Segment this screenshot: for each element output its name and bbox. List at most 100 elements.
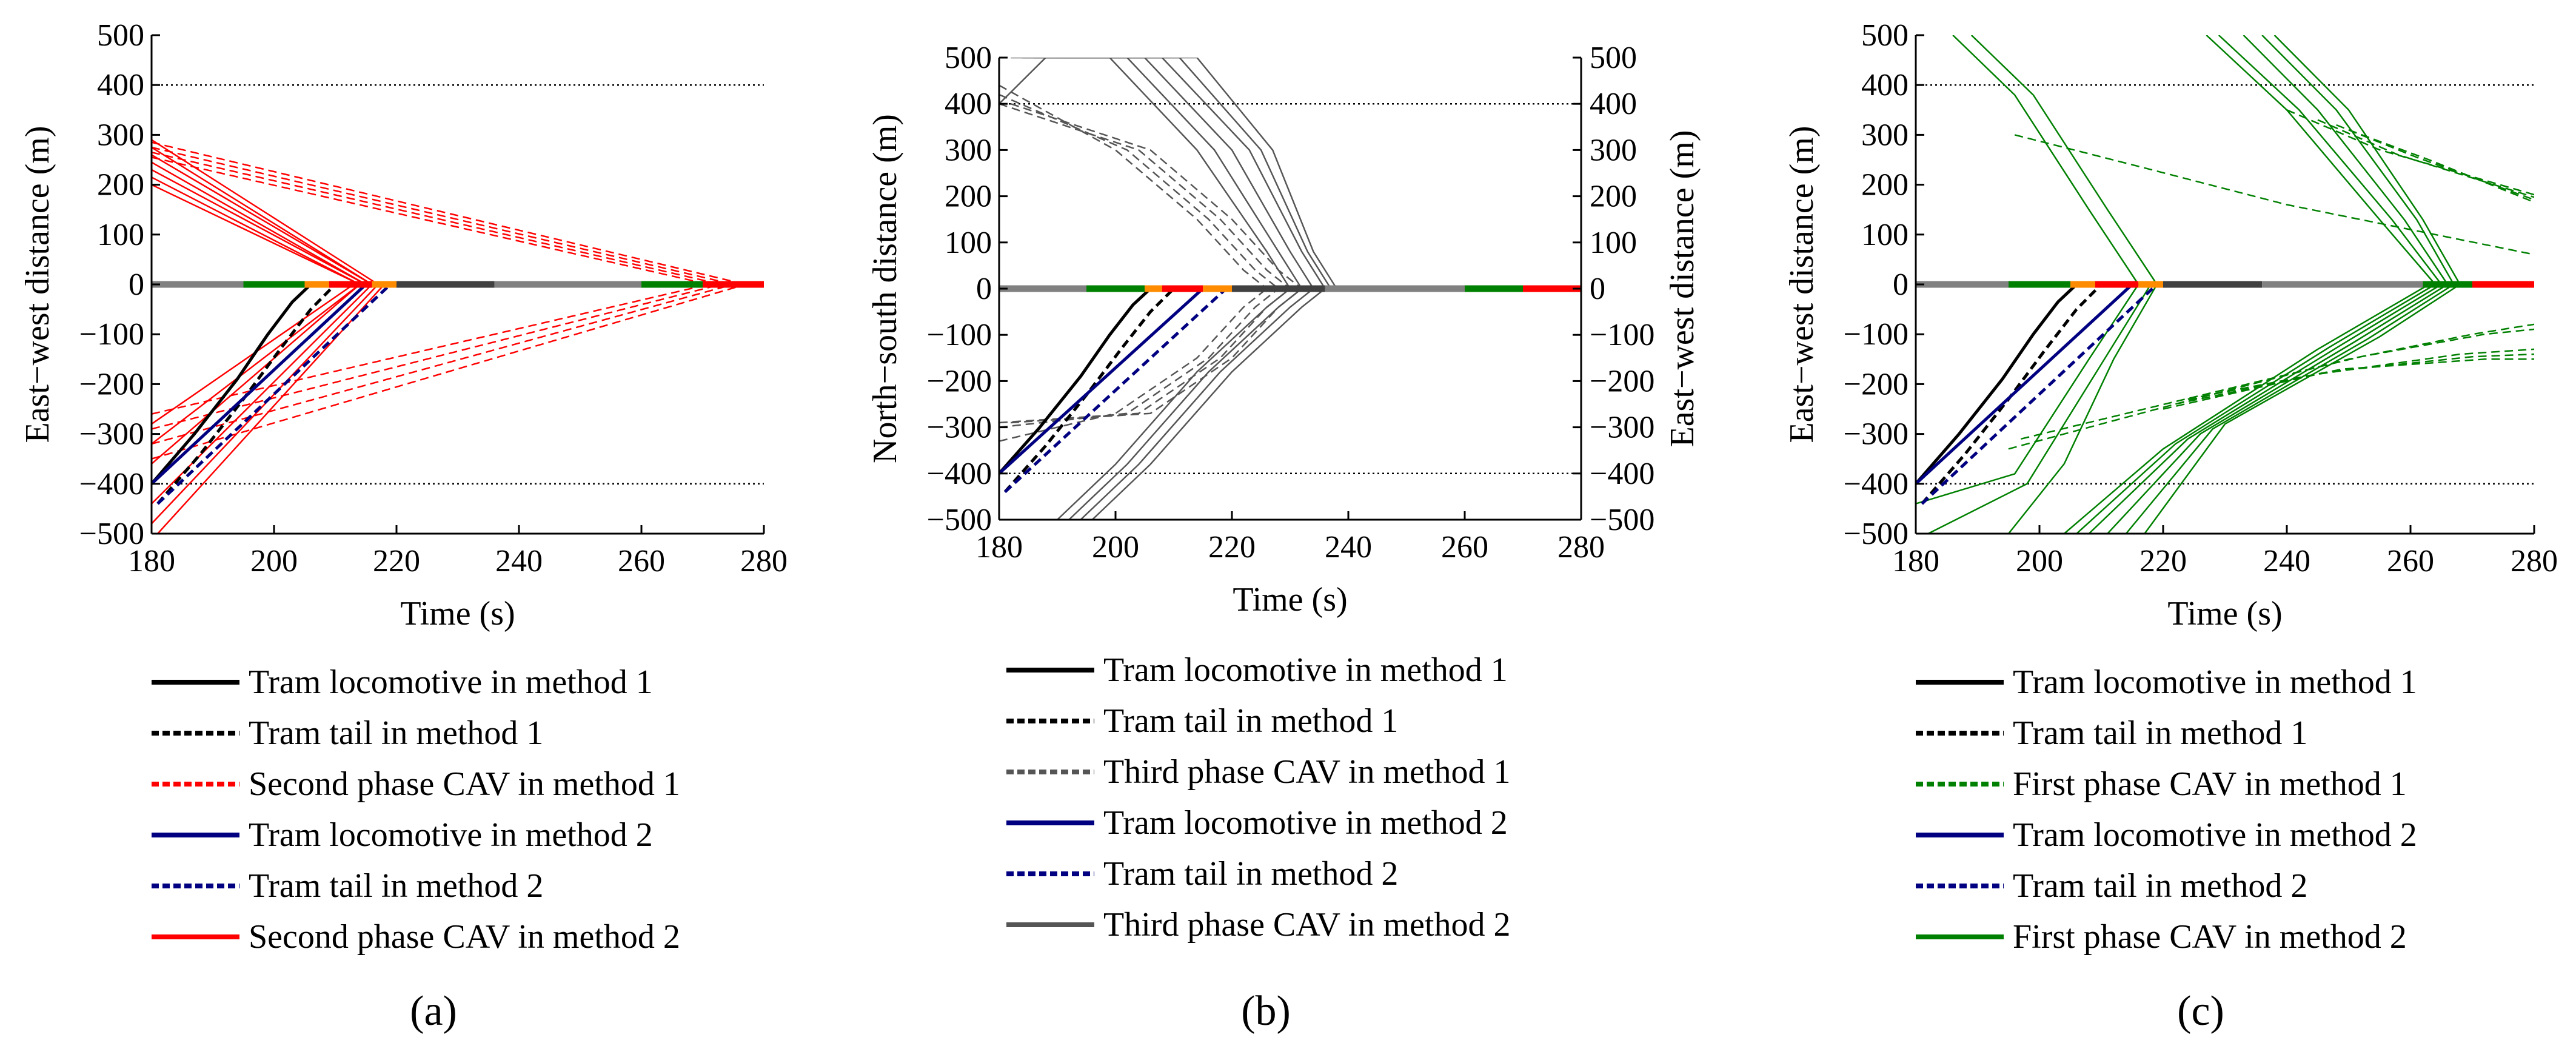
series-line bbox=[999, 288, 1291, 424]
legend-label: Third phase CAV in method 1 bbox=[1103, 753, 1510, 791]
y-tick-label: 300 bbox=[945, 133, 992, 167]
legend-label: Tram locomotive in method 1 bbox=[2013, 663, 2417, 701]
x-tick-label: 220 bbox=[373, 544, 420, 579]
y-tick-label-right: 200 bbox=[1590, 179, 1637, 214]
series-line bbox=[152, 169, 367, 286]
x-tick-label: 220 bbox=[1208, 530, 1256, 565]
y-tick-label-right: −200 bbox=[1590, 364, 1654, 398]
y-tick-label-right: 300 bbox=[1590, 133, 1637, 167]
series-line bbox=[152, 151, 721, 286]
x-tick-label: 260 bbox=[1441, 530, 1488, 565]
panel-label: (c) bbox=[2177, 988, 2224, 1035]
series-line bbox=[152, 146, 734, 286]
legend-label: Tram locomotive in method 2 bbox=[1103, 804, 1508, 842]
series-line bbox=[1080, 288, 1314, 520]
y-tick-label-right: −300 bbox=[1590, 411, 1654, 445]
series-line bbox=[999, 288, 1268, 442]
x-tick-label: 180 bbox=[1892, 544, 1939, 579]
series-line bbox=[1916, 283, 2078, 485]
x-tick-label: 180 bbox=[975, 530, 1023, 565]
x-tick-label: 200 bbox=[250, 544, 298, 579]
y-tick-label: −400 bbox=[79, 467, 144, 501]
series-line bbox=[2261, 35, 2455, 285]
y-tick-label: 500 bbox=[945, 41, 992, 75]
y-tick-label-right: 500 bbox=[1590, 41, 1637, 75]
y-tick-label: −300 bbox=[79, 417, 144, 452]
y-tick-label: −300 bbox=[927, 411, 992, 445]
series-line bbox=[2163, 348, 2534, 410]
series-line bbox=[157, 284, 385, 534]
y-tick-label: −200 bbox=[927, 364, 992, 398]
y-tick-label: −100 bbox=[1844, 317, 1909, 352]
series-line bbox=[152, 284, 361, 444]
series-line bbox=[152, 176, 360, 286]
series-line bbox=[2243, 35, 2449, 285]
y-tick-label: −500 bbox=[927, 503, 992, 537]
series-line bbox=[2021, 328, 2534, 440]
y-tick-label: 400 bbox=[945, 87, 992, 121]
y-tick-label: 400 bbox=[1861, 68, 1909, 102]
x-axis-title: Time (s) bbox=[2167, 595, 2282, 632]
x-tick-label: 260 bbox=[618, 544, 665, 579]
y-tick-label: 200 bbox=[945, 179, 992, 214]
series-group bbox=[152, 139, 746, 534]
series-line bbox=[1057, 288, 1291, 520]
legend-label: Tram tail in method 1 bbox=[249, 714, 543, 752]
y-tick-label: 300 bbox=[97, 118, 144, 152]
series-line bbox=[2076, 283, 2436, 534]
y-tick-label-right: 0 bbox=[1590, 272, 1605, 306]
legend-label: Tram tail in method 2 bbox=[1103, 855, 1398, 893]
y-tick-label: −500 bbox=[79, 517, 144, 551]
series-line bbox=[1010, 103, 1302, 289]
series-line bbox=[1034, 58, 1326, 289]
series-line bbox=[999, 287, 1204, 475]
legend-label: Tram locomotive in method 2 bbox=[249, 816, 653, 854]
y-tick-label: −200 bbox=[1844, 367, 1909, 401]
series-line bbox=[152, 283, 312, 485]
legend-label: Tram tail in method 1 bbox=[2013, 714, 2307, 752]
series-line bbox=[152, 184, 360, 286]
series-group bbox=[999, 58, 1337, 520]
series-line bbox=[2187, 358, 2534, 400]
y-tick-label: 0 bbox=[1893, 267, 1909, 302]
series-line bbox=[2206, 35, 2436, 285]
x-tick-label: 280 bbox=[740, 544, 788, 579]
y-tick-label: 200 bbox=[97, 168, 144, 203]
legend-label: First phase CAV in method 2 bbox=[2013, 918, 2407, 956]
x-tick-label: 280 bbox=[2511, 544, 2558, 579]
series-line bbox=[152, 283, 721, 430]
series-line bbox=[2144, 283, 2461, 534]
series-line bbox=[152, 283, 746, 460]
y-tick-label: −500 bbox=[1844, 517, 1909, 551]
y-tick-label: 0 bbox=[976, 272, 992, 306]
series-line bbox=[2286, 109, 2534, 196]
y-tick-label: 400 bbox=[97, 68, 144, 102]
panel-a: −500 −400 −300 −200 −100 0 100 200 300 400 500 180 2… bbox=[19, 18, 788, 1035]
x-axis-title: Time (s) bbox=[1233, 581, 1347, 619]
y-tick-label: 200 bbox=[1861, 168, 1909, 203]
series-line bbox=[1063, 58, 1337, 289]
x-tick-label: 240 bbox=[1325, 530, 1372, 565]
series-line bbox=[1068, 288, 1302, 520]
legend-label: First phase CAV in method 1 bbox=[2013, 765, 2407, 803]
y-tick-label-right: 100 bbox=[1590, 226, 1637, 260]
series-line bbox=[1091, 288, 1326, 520]
series-line bbox=[152, 141, 746, 286]
series-line bbox=[999, 84, 1268, 289]
series-line bbox=[152, 161, 367, 286]
x-axis-title: Time (s) bbox=[400, 595, 515, 632]
series-line bbox=[152, 139, 379, 286]
series-line bbox=[999, 287, 1152, 475]
x-tick-label: 220 bbox=[2139, 544, 2187, 579]
y-tick-label-right: 400 bbox=[1590, 87, 1637, 121]
series-line bbox=[999, 288, 1279, 428]
x-tick-label: 200 bbox=[1092, 530, 1139, 565]
series-line bbox=[1011, 58, 1303, 289]
series-line bbox=[2175, 353, 2534, 405]
series-line bbox=[2273, 35, 2461, 285]
y-axis-title-right: East−west distance (m) bbox=[1664, 130, 1701, 448]
panel-label: (a) bbox=[410, 988, 457, 1035]
x-tick-label: 180 bbox=[128, 544, 175, 579]
series-group bbox=[1916, 35, 2534, 534]
